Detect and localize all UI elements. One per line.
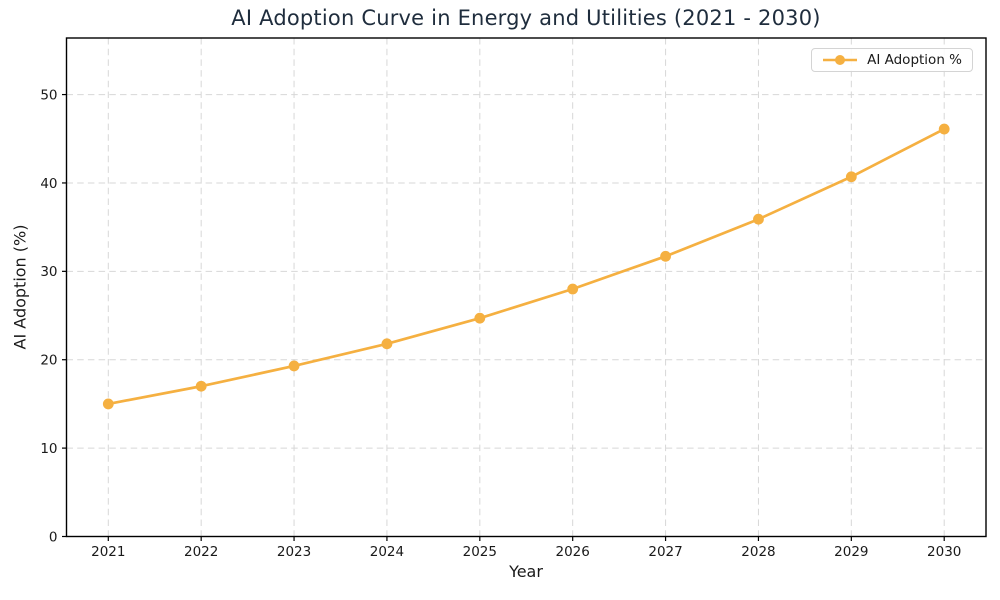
data-point-marker xyxy=(195,380,207,392)
y-tick-label: 50 xyxy=(40,87,57,103)
y-tick-label: 20 xyxy=(40,353,57,369)
x-tick-label: 2026 xyxy=(556,544,590,560)
x-tick-label: 2021 xyxy=(91,544,125,560)
x-tick-label: 2022 xyxy=(184,544,218,560)
x-tick-label: 2024 xyxy=(370,544,404,560)
data-point-marker xyxy=(474,312,486,324)
x-tick-label: 2027 xyxy=(648,544,682,560)
x-tick-label: 2025 xyxy=(463,544,497,560)
data-point-marker xyxy=(753,213,764,225)
data-point-marker xyxy=(567,283,579,295)
chart-title: AI Adoption Curve in Energy and Utilitie… xyxy=(231,6,821,30)
y-axis-label: AI Adoption (%) xyxy=(10,224,30,350)
data-point-marker xyxy=(381,338,393,350)
data-point-marker xyxy=(938,123,950,135)
x-tick-label: 2030 xyxy=(927,544,961,560)
data-point-marker xyxy=(845,171,857,183)
x-tick-label: 2028 xyxy=(741,544,775,560)
y-tick-label: 0 xyxy=(49,529,58,545)
data-point-marker xyxy=(288,360,300,372)
x-tick-label: 2029 xyxy=(834,544,868,560)
data-point-marker xyxy=(660,250,671,262)
y-tick-label: 30 xyxy=(40,264,57,280)
plot-border xyxy=(65,37,987,538)
y-tick-label: 10 xyxy=(40,441,57,457)
series-line xyxy=(106,127,946,406)
x-tick-label: 2023 xyxy=(277,544,311,560)
legend-line-marker-icon xyxy=(823,55,858,65)
legend: AI Adoption % xyxy=(811,48,973,72)
y-tick-label: 40 xyxy=(40,176,57,192)
data-point-marker xyxy=(102,398,114,410)
legend-entry-label: AI Adoption % xyxy=(867,52,962,68)
x-axis-label: Year xyxy=(509,562,543,581)
